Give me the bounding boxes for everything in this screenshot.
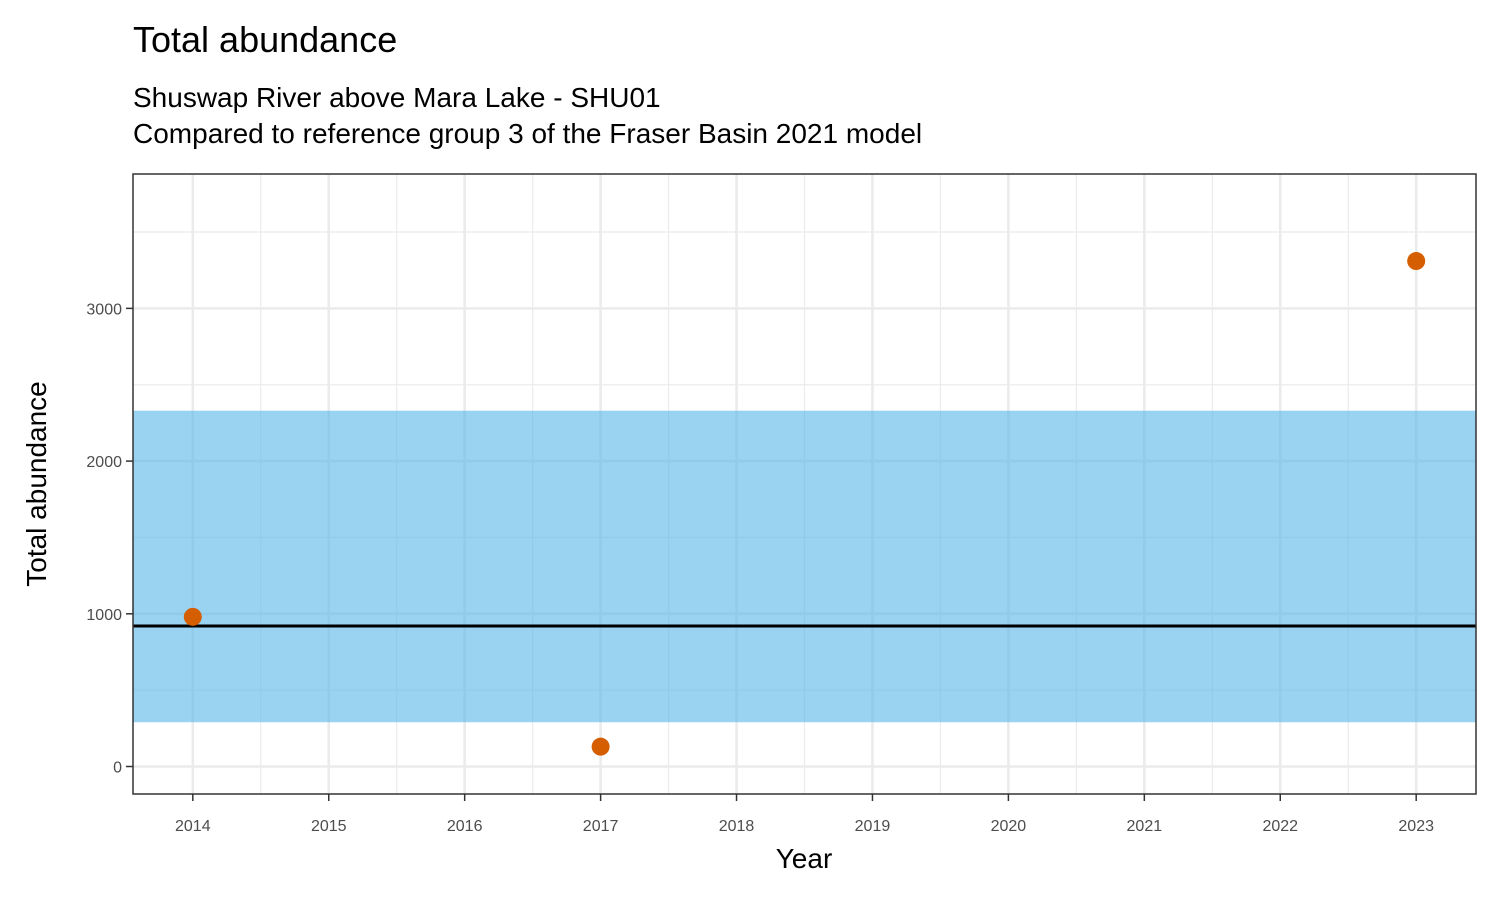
reference-band (133, 410, 1476, 723)
x-tick-label: 2015 (311, 818, 347, 835)
chart-subtitle-line-2: Compared to reference group 3 of the Fra… (133, 118, 922, 149)
x-tick-label: 2018 (719, 818, 755, 835)
x-tick-label: 2022 (1262, 818, 1298, 835)
panel-border (132, 173, 1477, 795)
x-tick-label: 2016 (447, 818, 483, 835)
reference-band-layer (133, 410, 1476, 723)
chart-title: Total abundance (133, 19, 397, 60)
y-tick-label: 3000 (86, 301, 122, 318)
y-tick-label: 1000 (86, 607, 122, 624)
chart-subtitle-line-1: Shuswap River above Mara Lake - SHU01 (133, 82, 661, 113)
axes-layer: 2014 2015 2016 2017 2018 2019 2020 2021 2022 2023… (86, 173, 1477, 835)
data-point (1407, 252, 1426, 271)
data-points-layer (183, 252, 1426, 756)
x-tick-label: 2017 (583, 818, 619, 835)
y-tick-label: 2000 (86, 454, 122, 471)
data-point (591, 737, 610, 756)
x-tick-label: 2023 (1398, 818, 1434, 835)
x-tick-label: 2021 (1127, 818, 1163, 835)
x-tick-label: 2014 (175, 818, 211, 835)
x-axis-title: Year (776, 843, 833, 874)
x-tick-label: 2019 (855, 818, 891, 835)
data-point (183, 607, 202, 626)
y-axis-title: Total abundance (21, 381, 52, 587)
x-tick-label: 2020 (991, 818, 1027, 835)
y-tick-label: 0 (113, 760, 122, 777)
